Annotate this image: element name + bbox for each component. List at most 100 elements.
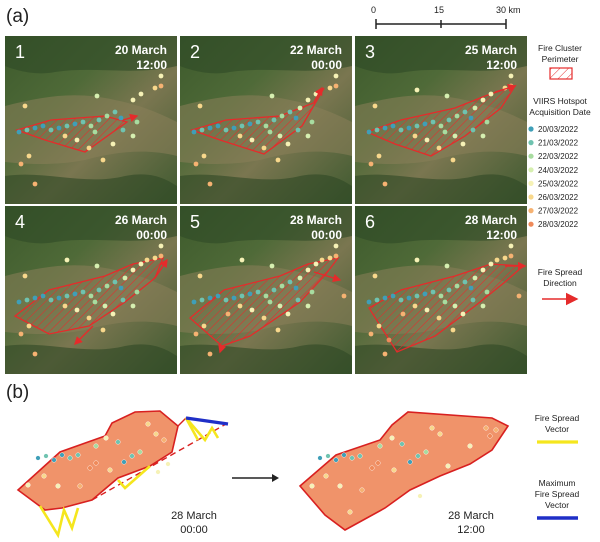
viirs-hotspot: [158, 243, 164, 249]
viirs-hotspot: [368, 161, 374, 167]
viirs-hotspot: [269, 93, 275, 99]
viirs-hotspot: [223, 127, 229, 133]
viirs-hotspot: [480, 97, 486, 103]
viirs-hotspot: [112, 279, 118, 285]
viirs-hotspot: [382, 351, 388, 357]
viirs-hotspot: [376, 323, 382, 329]
viirs-hotspot: [502, 255, 508, 261]
viirs-hotspot: [64, 257, 70, 263]
viirs-hotspot: [293, 115, 299, 121]
viirs-hotspot: [92, 299, 98, 305]
viirs-hotspot: [130, 133, 136, 139]
viirs-hotspot: [25, 482, 31, 488]
fire-spread-arrow: [494, 83, 517, 93]
viirs-hotspot: [231, 125, 237, 131]
spread-vector: [184, 417, 200, 441]
viirs-hotspot: [470, 127, 476, 133]
viirs-hotspot: [161, 437, 167, 443]
viirs-hotspot: [239, 293, 245, 299]
tile-time: 00:00: [136, 228, 167, 242]
viirs-hotspot: [74, 137, 80, 143]
viirs-hotspot: [398, 127, 404, 133]
viirs-hotspot: [88, 293, 94, 299]
viirs-hotspot: [309, 119, 315, 125]
panel-b-after: 28 March 12:00: [298, 411, 510, 536]
viirs-hotspot: [368, 331, 374, 337]
viirs-hotspot: [152, 255, 158, 261]
viirs-hotspot: [390, 293, 396, 299]
fire-spread-arrow: [154, 258, 168, 279]
viirs-hotspot: [22, 103, 28, 109]
viirs-hotspot: [347, 509, 353, 515]
viirs-hotspot: [341, 452, 347, 458]
viirs-hotspot: [423, 449, 429, 455]
viirs-hotspot: [460, 311, 466, 317]
viirs-hotspot: [319, 257, 325, 263]
viirs-hotspot: [297, 275, 303, 281]
viirs-hotspot: [436, 145, 442, 151]
viirs-hotspot: [153, 431, 159, 437]
viirs-hotspot: [430, 119, 436, 125]
viirs-hotspot: [165, 461, 171, 467]
viirs-hotspot: [100, 327, 106, 333]
legend-panel-b: Fire Spread Vector Maximum Fire Spread V…: [535, 413, 580, 520]
viirs-hotspot: [138, 261, 144, 267]
viirs-hotspot: [93, 460, 99, 466]
viirs-hotspot: [450, 157, 456, 163]
viirs-hotspot: [48, 127, 54, 133]
viirs-hotspot: [104, 113, 110, 119]
viirs-hotspot: [444, 93, 450, 99]
viirs-hotspot: [484, 119, 490, 125]
viirs-hotspot: [56, 125, 62, 131]
viirs-hotspot: [102, 303, 108, 309]
viirs-hotspot: [442, 129, 448, 135]
tile-number: 4: [15, 212, 25, 232]
viirs-hotspot: [51, 457, 57, 463]
tile-number: 3: [365, 42, 375, 62]
viirs-hotspot: [32, 181, 38, 187]
viirs-hotspot: [110, 311, 116, 317]
viirs-hotspot: [32, 351, 38, 357]
viirs-hotspot: [452, 133, 458, 139]
viirs-hotspot: [412, 133, 418, 139]
legend-max-vector-1: Maximum: [539, 478, 576, 488]
viirs-hotspot: [155, 469, 161, 475]
viirs-hotspot: [215, 123, 221, 129]
viirs-hotspot: [62, 133, 68, 139]
terrain-patch: [355, 206, 527, 244]
viirs-hotspot: [75, 452, 81, 458]
viirs-hotspot: [134, 119, 140, 125]
viirs-hotspot: [32, 125, 38, 131]
viirs-hotspot: [317, 455, 323, 461]
fire-cluster-perimeter: [365, 84, 517, 157]
viirs-hotspot: [422, 121, 428, 127]
tile-date: 25 March: [465, 43, 517, 57]
viirs-hotspot: [407, 459, 413, 465]
viirs-hotspot: [271, 287, 277, 293]
viirs-hotspot: [325, 453, 331, 459]
tile-date: 28 March: [290, 213, 342, 227]
viirs-hotspot: [372, 103, 378, 109]
viirs-hotspot: [357, 453, 363, 459]
viirs-hotspot: [417, 493, 423, 499]
viirs-hotspot: [18, 331, 24, 337]
viirs-hotspot: [67, 455, 73, 461]
viirs-hotspot: [483, 425, 489, 431]
viirs-hotspot: [462, 279, 468, 285]
viirs-hotspot: [62, 303, 68, 309]
viirs-hotspot: [508, 253, 514, 259]
legend-hotspot-dates: 20/03/2022 21/03/2022 22/03/2022 24/03/2022…: [528, 125, 579, 229]
viirs-hotspot: [87, 465, 93, 471]
viirs-hotspot: [516, 293, 522, 299]
viirs-hotspot: [94, 263, 100, 269]
terrain-patch: [5, 36, 177, 74]
viirs-hotspot: [488, 91, 494, 97]
viirs-hotspot: [130, 267, 136, 273]
viirs-hotspot: [96, 287, 102, 293]
viirs-hotspot: [462, 109, 468, 115]
legend-hotspot-swatch: [528, 208, 534, 214]
spread-vectors-before: [38, 417, 220, 539]
legend-hotspot-label: 22/03/2022: [538, 152, 579, 161]
legend-spread-vector-1: Fire Spread: [535, 413, 580, 423]
